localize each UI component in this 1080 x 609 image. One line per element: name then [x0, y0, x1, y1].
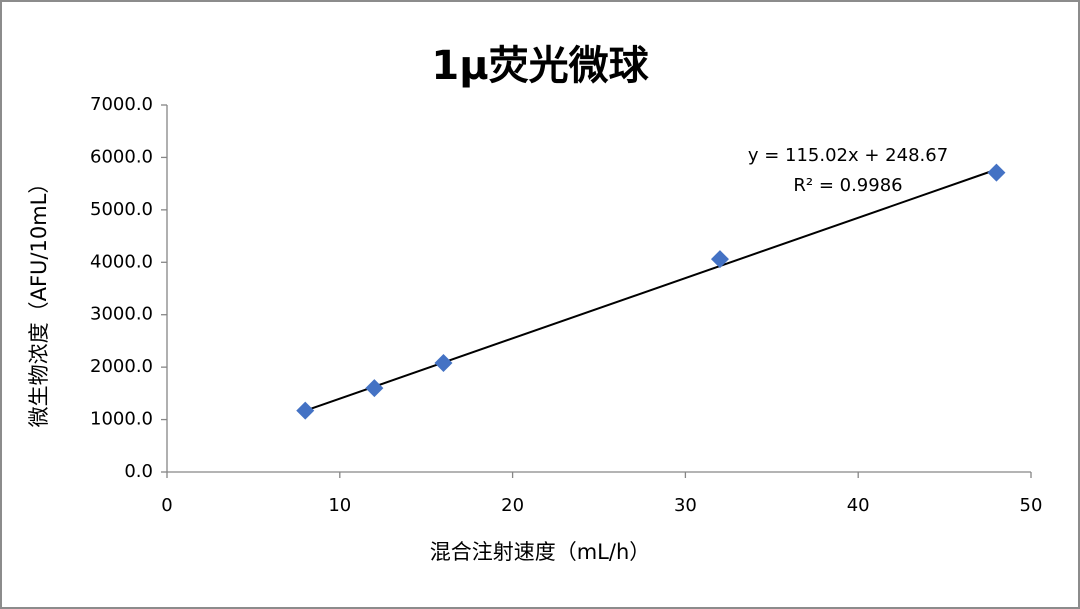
data-point	[365, 379, 384, 398]
r-squared: R² = 0.9986	[793, 175, 902, 196]
data-point	[296, 401, 315, 420]
data-point	[987, 163, 1006, 182]
x-tick-label: 10	[328, 495, 351, 516]
trendline	[304, 168, 997, 412]
x-tick-label: 30	[674, 495, 697, 516]
y-tick-label: 0.0	[124, 461, 153, 482]
y-tick-label: 7000.0	[90, 94, 153, 115]
x-tick-label: 50	[1020, 495, 1043, 516]
chart-title: 1μ荧光微球	[431, 43, 649, 89]
x-tick-label: 0	[161, 495, 172, 516]
x-tick-label: 20	[501, 495, 524, 516]
data-point	[710, 250, 729, 269]
x-tick-label: 40	[847, 495, 870, 516]
y-tick-label: 5000.0	[90, 199, 153, 220]
y-axis-label: 微生物浓度（AFU/10mL）	[27, 173, 51, 428]
y-tick-label: 2000.0	[90, 356, 153, 377]
y-tick-label: 1000.0	[90, 409, 153, 430]
y-tick-label: 6000.0	[90, 146, 153, 167]
y-tick-label: 4000.0	[90, 251, 153, 272]
x-axis-label: 混合注射速度（mL/h）	[430, 540, 651, 564]
y-tick-label: 3000.0	[90, 304, 153, 325]
trendline-equation: y = 115.02x + 248.67	[748, 145, 948, 166]
data-point	[434, 353, 453, 372]
